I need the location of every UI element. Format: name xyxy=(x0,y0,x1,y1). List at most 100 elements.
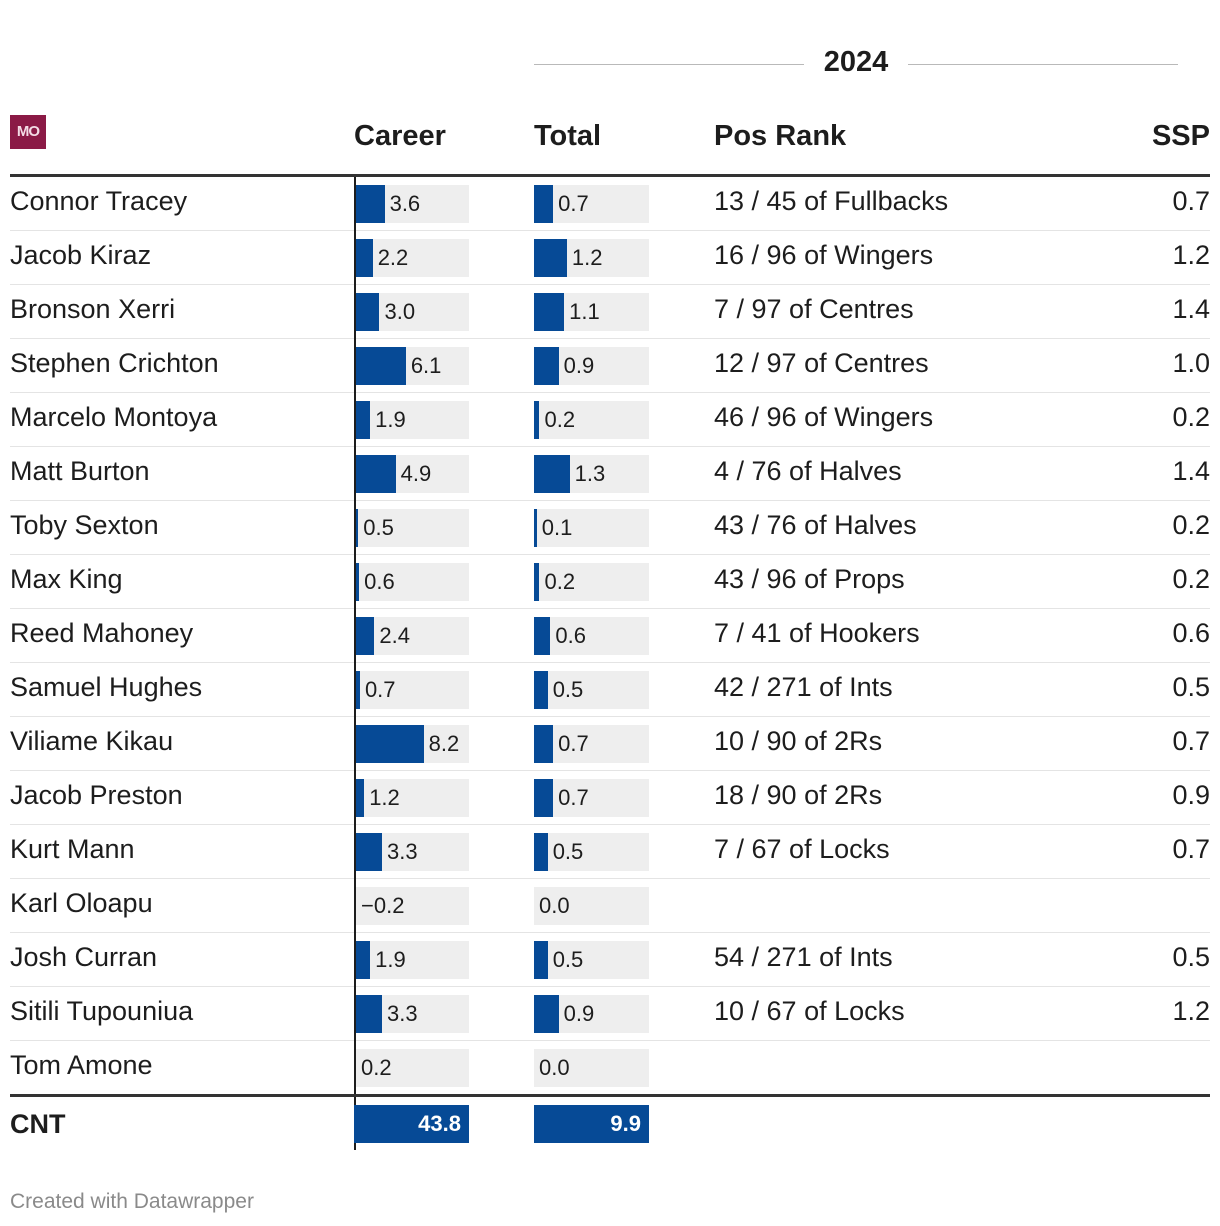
player-name: Karl Oloapu xyxy=(10,888,153,918)
footer-credit: Created with Datawrapper xyxy=(10,1190,254,1213)
group-header-2024: 2024 xyxy=(534,44,1178,84)
total-value-label: 1.3 xyxy=(574,461,606,486)
player-name: Toby Sexton xyxy=(10,510,159,540)
total-bar xyxy=(534,239,567,277)
total-value-label: 0.9 xyxy=(563,353,595,378)
career-bar xyxy=(354,509,359,547)
career-bar xyxy=(354,401,371,439)
career-value-label: 2.4 xyxy=(379,623,410,648)
total-value-label: 0.7 xyxy=(558,191,589,216)
career-value-label: 8.2 xyxy=(428,731,460,756)
career-value-label: 1.9 xyxy=(375,407,406,432)
totals-row: CNT 43.8 9.9 xyxy=(10,1097,1210,1153)
column-header-ssp[interactable]: SSP xyxy=(1151,120,1210,152)
career-value-label: 0.2 xyxy=(361,1055,392,1080)
header-rule xyxy=(10,174,1210,177)
group-rule-left xyxy=(534,64,804,65)
career-bar-track: 8.2 xyxy=(354,725,469,763)
career-bar-track: 1.9 xyxy=(354,401,469,439)
career-value-label: −0.2 xyxy=(361,893,405,918)
ssp-cell: 1.2 xyxy=(1172,240,1210,270)
totals-career-bar: 43.8 xyxy=(354,1105,469,1143)
career-bar-track: 0.2 xyxy=(354,1049,469,1087)
player-name: Jacob Preston xyxy=(10,780,183,810)
table-row: Marcelo Montoya 1.9 0.2 46 / 96 of Wingers 0… xyxy=(10,393,1210,447)
total-value-label: 0.2 xyxy=(544,407,576,432)
total-value-label: 1.2 xyxy=(571,245,603,270)
career-bar-track: −0.2 xyxy=(354,887,469,925)
career-bar xyxy=(354,239,373,277)
total-bar xyxy=(534,725,554,763)
ssp-cell: 0.2 xyxy=(1172,510,1210,540)
ssp-cell: 0.9 xyxy=(1172,780,1210,810)
table-row: Jacob Preston 1.2 0.7 18 / 90 of 2Rs 0.9 xyxy=(10,771,1210,825)
column-header-career[interactable]: Career xyxy=(354,120,446,152)
table-body: Connor Tracey 3.6 0.7 13 / 45 of Fullbacks 0… xyxy=(10,177,1210,1095)
career-bar-track: 6.1 xyxy=(354,347,469,385)
total-bar-track: 0.2 xyxy=(534,401,649,439)
pos-rank-cell: 7 / 97 of Centres xyxy=(714,294,914,324)
total-value-label: 0.9 xyxy=(563,1001,595,1026)
total-bar xyxy=(534,509,537,547)
total-bar-track: 0.5 xyxy=(534,941,649,979)
total-value-label: 0.5 xyxy=(552,947,584,972)
totals-rule xyxy=(10,1094,1210,1097)
total-value-label: 0.5 xyxy=(552,839,584,864)
career-zero-axis xyxy=(354,177,356,1150)
table-row: Kurt Mann 3.3 0.5 7 / 67 of Locks 0.7 xyxy=(10,825,1210,879)
ssp-cell: 0.7 xyxy=(1172,834,1210,864)
ssp-cell: 1.4 xyxy=(1172,294,1210,324)
pos-rank-cell: 43 / 96 of Props xyxy=(714,564,905,594)
total-bar xyxy=(534,563,540,601)
ssp-cell: 0.2 xyxy=(1172,564,1210,594)
career-bar xyxy=(354,455,396,493)
player-name: Bronson Xerri xyxy=(10,294,176,324)
pos-rank-cell: 42 / 271 of Ints xyxy=(714,672,893,702)
career-value-label: 2.2 xyxy=(377,245,409,270)
total-bar-track: 1.2 xyxy=(534,239,649,277)
career-bar xyxy=(354,185,385,223)
player-name: Kurt Mann xyxy=(10,834,135,864)
total-bar-track: 0.6 xyxy=(534,617,649,655)
total-value-label: 0.7 xyxy=(558,785,589,810)
pos-rank-cell: 54 / 271 of Ints xyxy=(714,942,893,972)
column-header-total[interactable]: Total xyxy=(534,120,602,152)
total-bar xyxy=(534,455,570,493)
total-bar-track: 0.0 xyxy=(534,887,649,925)
career-value-label: 6.1 xyxy=(410,353,442,378)
career-bar xyxy=(354,347,406,385)
pos-rank-cell: 10 / 90 of 2Rs xyxy=(714,726,883,756)
total-value-label: 0.1 xyxy=(541,515,573,540)
table-row: Matt Burton 4.9 1.3 4 / 76 of Halves 1.4 xyxy=(10,447,1210,501)
career-bar xyxy=(354,941,371,979)
ssp-cell: 1.2 xyxy=(1172,996,1210,1026)
table-row: Reed Mahoney 2.4 0.6 7 / 41 of Hookers 0.6 xyxy=(10,609,1210,663)
career-value-label: 3.6 xyxy=(389,191,421,216)
pos-rank-cell: 43 / 76 of Halves xyxy=(714,510,917,540)
career-bar-track: 0.7 xyxy=(354,671,469,709)
total-bar xyxy=(534,779,554,817)
table-row: Max King 0.6 0.2 43 / 96 of Props 0.2 xyxy=(10,555,1210,609)
total-bar-track: 0.2 xyxy=(534,563,649,601)
total-bar-track: 1.3 xyxy=(534,455,649,493)
pos-rank-cell: 10 / 67 of Locks xyxy=(714,996,905,1026)
totals-total-value: 9.9 xyxy=(610,1111,641,1136)
total-value-label: 0.6 xyxy=(555,623,587,648)
table-row: Karl Oloapu −0.2 0.0 xyxy=(10,879,1210,933)
total-bar-track: 0.9 xyxy=(534,347,649,385)
team-logo-icon: MO xyxy=(10,115,46,149)
totals-label: CNT xyxy=(10,1109,66,1139)
career-value-label: 3.3 xyxy=(387,1001,418,1026)
total-bar xyxy=(534,617,551,655)
career-bar-track: 4.9 xyxy=(354,455,469,493)
total-bar-track: 0.7 xyxy=(534,185,649,223)
career-bar xyxy=(354,293,380,331)
column-header-pos-rank[interactable]: Pos Rank xyxy=(714,120,847,152)
total-bar xyxy=(534,293,565,331)
total-bar-track: 0.7 xyxy=(534,725,649,763)
table-row: Viliame Kikau 8.2 0.7 10 / 90 of 2Rs 0.7 xyxy=(10,717,1210,771)
player-name: Max King xyxy=(10,564,123,594)
player-name: Stephen Crichton xyxy=(10,348,219,378)
pos-rank-cell: 13 / 45 of Fullbacks xyxy=(714,186,949,216)
table-row: Jacob Kiraz 2.2 1.2 16 / 96 of Wingers 1.2 xyxy=(10,231,1210,285)
